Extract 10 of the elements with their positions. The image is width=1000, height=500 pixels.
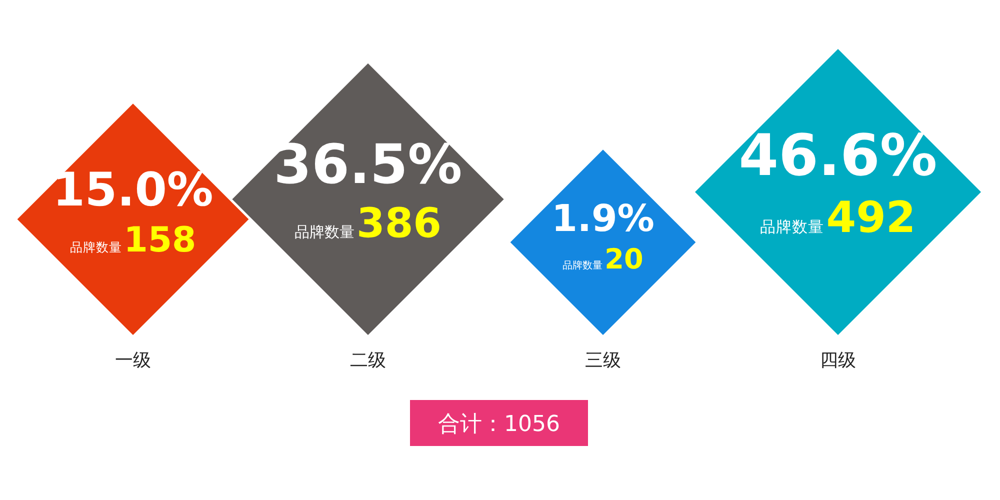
data-label: 158 bbox=[124, 220, 196, 261]
data-label: 492 bbox=[826, 193, 916, 244]
data-label: 20 bbox=[604, 242, 644, 276]
category-label: 二级 bbox=[350, 350, 386, 371]
text: 合计：1056 bbox=[438, 412, 560, 437]
category-label: 四级 bbox=[820, 350, 856, 371]
category-label: 三级 bbox=[585, 350, 621, 371]
data-label: 386 bbox=[356, 199, 442, 248]
series-label: 品牌数量 bbox=[70, 240, 122, 255]
category-label: 一级 bbox=[115, 350, 151, 371]
